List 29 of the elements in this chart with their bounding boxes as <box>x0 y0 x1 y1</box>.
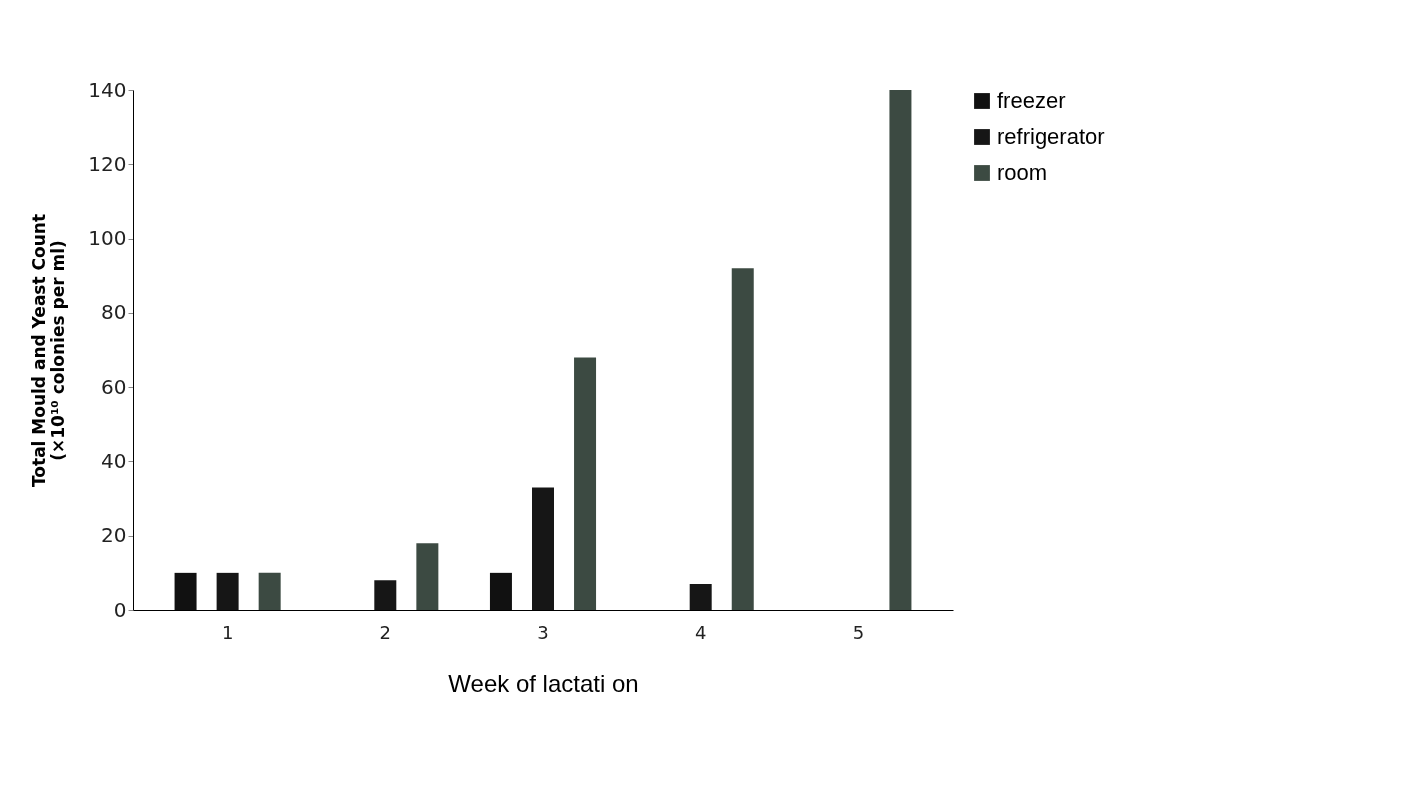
bar <box>374 580 397 610</box>
legend-label: freezer <box>997 88 1066 113</box>
bar <box>174 572 197 610</box>
y-tick-label: 80 <box>101 300 127 325</box>
bar <box>216 572 239 610</box>
legend-label: refrigerator <box>997 124 1105 149</box>
x-tick-label: 1 <box>221 621 234 643</box>
bar <box>416 543 439 610</box>
bar <box>258 572 281 610</box>
y-tick-label: 60 <box>101 374 127 399</box>
bar <box>731 268 754 610</box>
y-tick-label: 120 <box>88 151 127 176</box>
bar <box>489 572 512 610</box>
x-tick-label: 2 <box>379 621 392 643</box>
y-tick-label: 0 <box>113 597 127 622</box>
bar <box>574 357 597 610</box>
y-tick-label: 20 <box>101 523 127 548</box>
y-tick-label: 40 <box>101 448 127 473</box>
legend-label: room <box>997 160 1048 185</box>
x-axis-title: Week of lactati on <box>448 669 639 697</box>
x-tick-label: 5 <box>852 621 865 643</box>
x-tick-label: 4 <box>694 621 707 643</box>
x-tick-label: 3 <box>537 621 549 643</box>
bar <box>532 487 554 610</box>
bar <box>689 584 712 610</box>
y-tick-label: 100 <box>88 226 127 251</box>
bar <box>889 90 912 610</box>
y-axis-title: Total Mould and Yeast Count (×10¹⁰ colonies per ml) <box>29 213 69 488</box>
y-tick-label: 140 <box>88 77 127 102</box>
